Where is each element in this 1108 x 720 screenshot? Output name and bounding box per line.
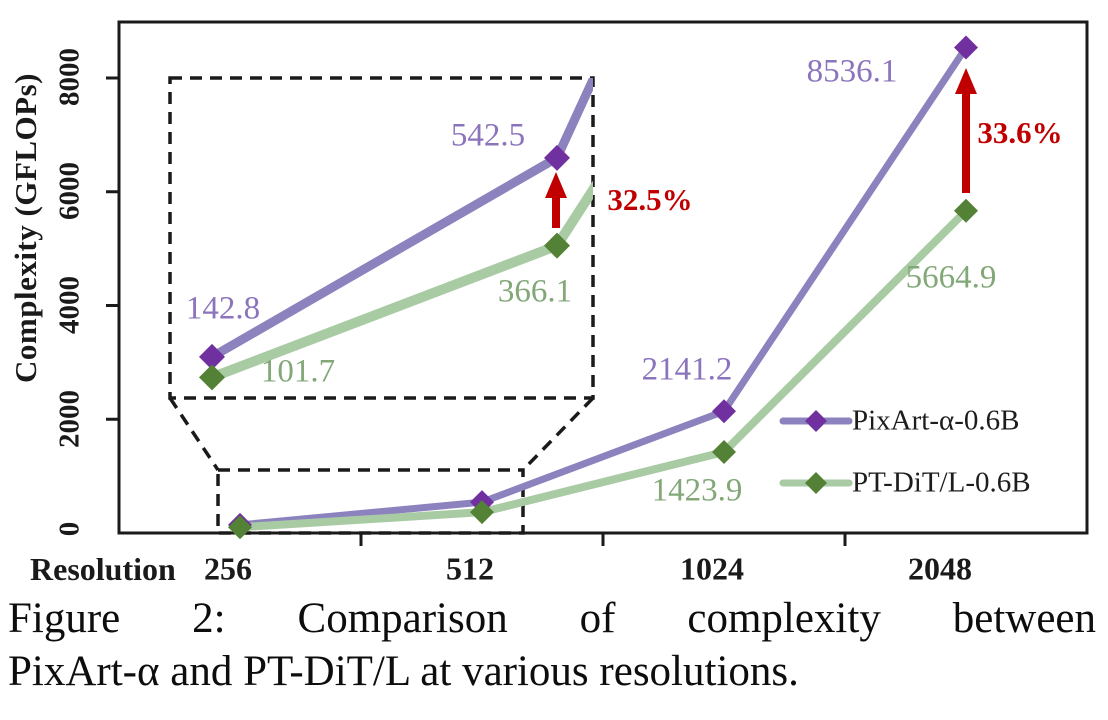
- annotation-32-5-percent: 32.5%: [607, 182, 693, 217]
- label-pixart-256: 142.8: [185, 290, 261, 327]
- figure-caption: Figure 2: Comparison of complexity betwe…: [8, 592, 1096, 698]
- y-tick-label-4000: 4000: [53, 276, 86, 334]
- zoom-inset-outline: [168, 76, 595, 535]
- legend-label-ptdit: PT-DiT/L-0.6B: [852, 466, 1031, 499]
- figure-caption-line2: PixArt-α and PT-DiT/L at various resolut…: [8, 648, 799, 695]
- label-pixart-512: 542.5: [450, 117, 526, 154]
- complexity-line-chart: [106, 20, 1089, 546]
- x-axis-title: Resolution: [30, 551, 176, 587]
- y-tick-label-0: 0: [53, 521, 86, 537]
- label-ptdit-256: 101.7: [260, 353, 336, 390]
- label-pixart-2048: 8536.1: [806, 53, 898, 90]
- y-tick-label-6000: 6000: [53, 162, 86, 220]
- y-tick-label-2000: 2000: [53, 390, 86, 448]
- zoom-inset-series: [199, 78, 593, 391]
- axes-frame: [106, 20, 1089, 546]
- x-tick-label-1024: 1024: [680, 550, 744, 587]
- label-ptdit-2048: 5664.9: [905, 259, 997, 296]
- label-ptdit-1024: 1423.9: [651, 472, 743, 509]
- main-series: [228, 35, 978, 540]
- annotation-33-6-percent: 33.6%: [977, 115, 1063, 150]
- x-tick-label-2048: 2048: [908, 550, 972, 587]
- y-axis-title: Complexity (GFLOPs): [8, 73, 43, 383]
- gap-arrows: [545, 68, 977, 228]
- legend-label-pixart: PixArt-α-0.6B: [852, 404, 1020, 437]
- figure-caption-line1: Figure 2: Comparison of complexity betwe…: [8, 595, 1096, 642]
- x-tick-label-512: 512: [446, 550, 494, 587]
- label-pixart-1024: 2141.2: [641, 351, 733, 388]
- legend-swatches: [779, 410, 853, 494]
- y-tick-label-8000: 8000: [53, 48, 86, 106]
- x-tick-label-256: 256: [204, 550, 252, 587]
- label-ptdit-512: 366.1: [497, 273, 573, 310]
